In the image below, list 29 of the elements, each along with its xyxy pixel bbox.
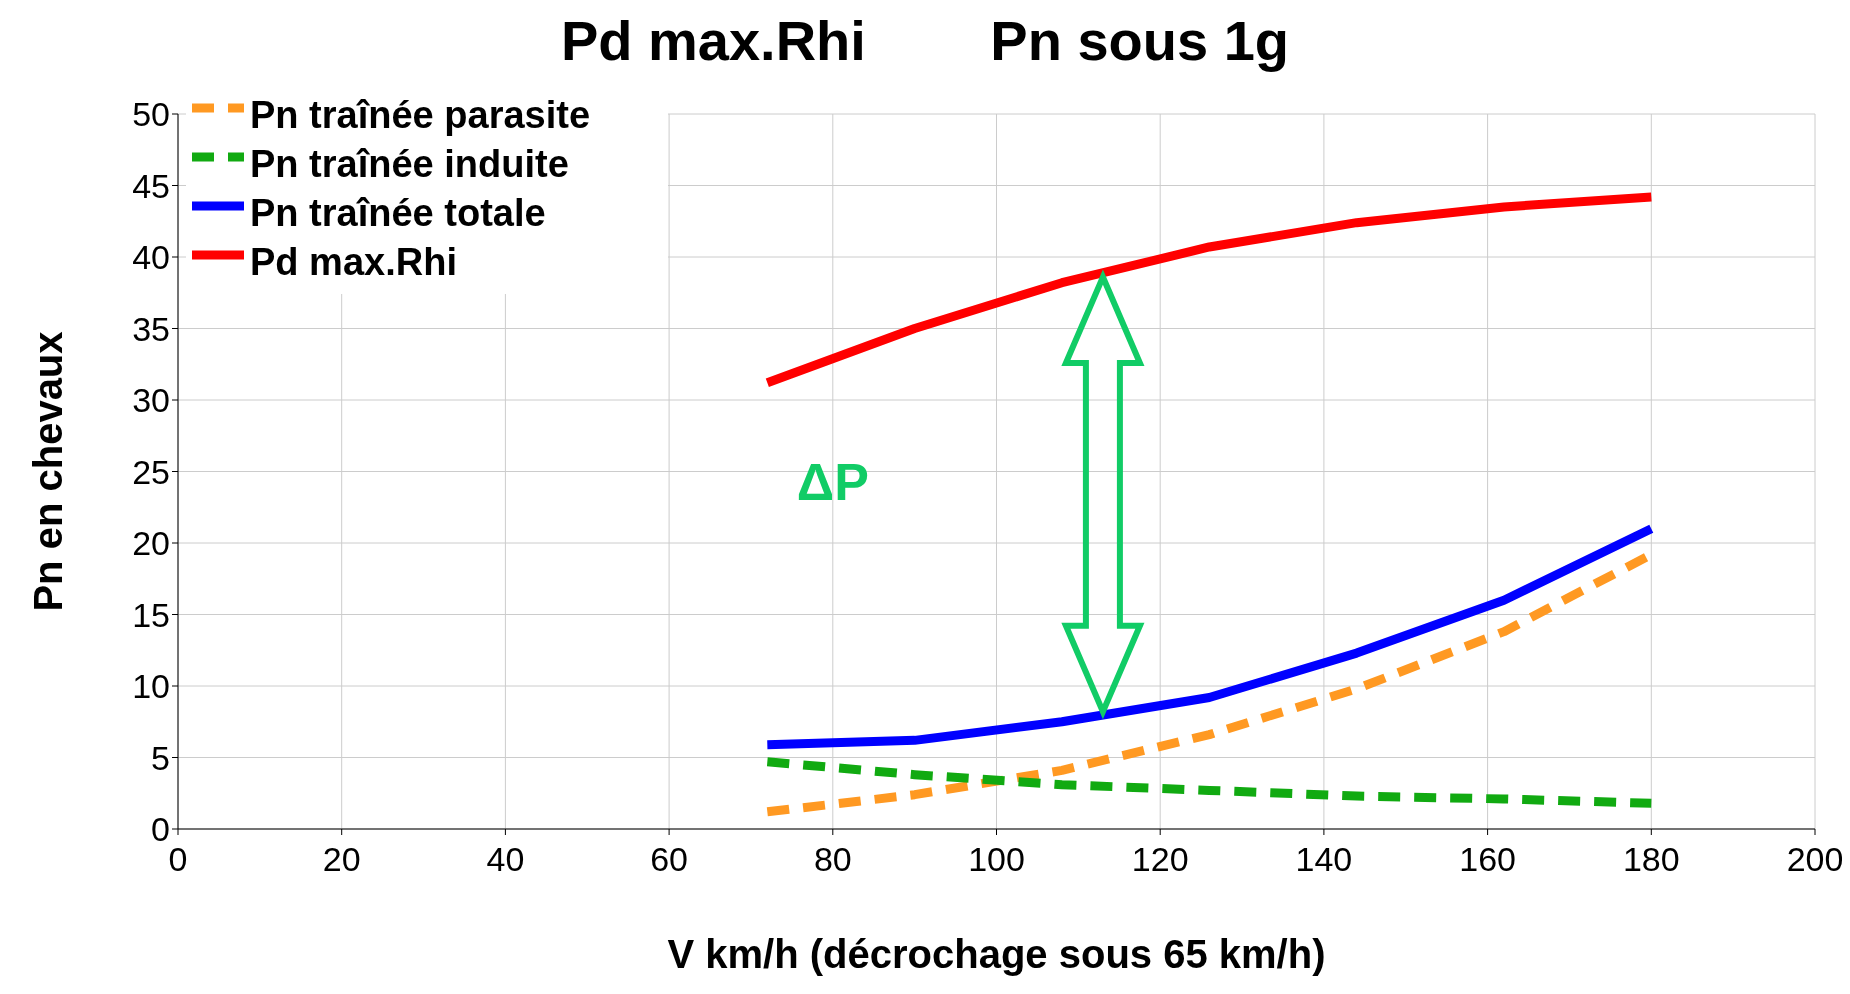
y-tick-label: 25 [132,452,170,491]
x-tick-label: 160 [1459,840,1516,879]
x-tick-label: 100 [968,840,1025,879]
x-tick-label: 120 [1131,840,1189,879]
y-tick-label: 20 [132,524,170,563]
legend-label: Pn traînée totale [250,192,546,235]
y-axis-title: Pn en chevaux [26,331,71,612]
y-tick-label: 50 [132,95,170,134]
x-axis-title: V km/h (décrochage sous 65 km/h) [667,932,1326,976]
legend-label: Pd max.Rhi [250,241,457,284]
x-tick-label: 80 [813,840,852,879]
x-tick-label: 180 [1622,840,1680,879]
legend-label: Pn traînée induite [250,143,569,186]
x-tick-label: 200 [1786,840,1844,879]
y-tick-label: 40 [132,238,170,277]
x-tick-label: 140 [1295,840,1353,879]
y-tick-label: 10 [132,667,170,706]
y-tick-label: 35 [132,309,170,348]
annotation: ΔP [796,452,869,511]
x-tick-label: 20 [322,840,361,879]
y-tick-label: 30 [132,381,170,420]
y-tick-label: 45 [132,166,170,205]
y-tick-label: 0 [151,810,170,849]
x-tick-label: 60 [650,840,689,879]
y-tick-label: 5 [151,738,170,777]
x-tick-label: 40 [486,840,525,879]
chart-title: Pd max.Rhi Pn sous 1g [559,8,1291,73]
legend-label: Pn traînée parasite [250,94,591,137]
y-tick-label: 15 [132,595,170,634]
